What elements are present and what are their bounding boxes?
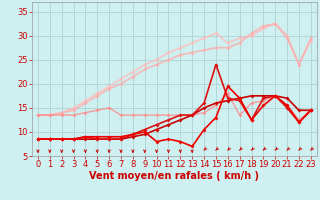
- X-axis label: Vent moyen/en rafales ( km/h ): Vent moyen/en rafales ( km/h ): [89, 171, 260, 181]
